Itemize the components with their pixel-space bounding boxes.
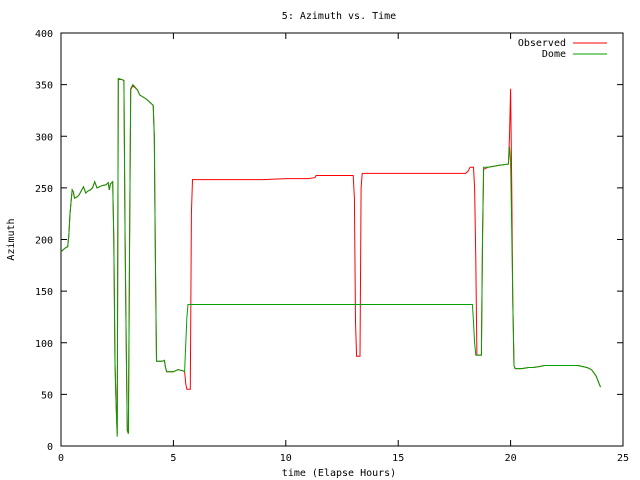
chart-title: 5: Azimuth vs. Time [282, 11, 396, 22]
axis-ticks: 0 50 100 150 200 250 300 350 400 0 5 10 15 20 25 [35, 29, 629, 464]
x-axis-label: time (Elapse Hours) [282, 468, 396, 479]
y-tick-label: 350 [35, 81, 53, 92]
x-tick-label: 20 [505, 453, 517, 464]
plot-frame [60, 32, 624, 447]
series-line-observed [60, 79, 601, 434]
y-tick-label: 0 [47, 442, 53, 453]
y-tick-label: 250 [35, 184, 53, 195]
x-tick-label: 0 [58, 453, 64, 464]
y-axis-label: Azimuth [6, 218, 17, 260]
legend-label-dome: Dome [542, 49, 566, 60]
x-tick-label: 25 [617, 453, 629, 464]
x-tick-label: 15 [392, 453, 404, 464]
y-tick-label: 150 [35, 287, 53, 298]
x-tick-label: 10 [280, 453, 292, 464]
series-lines [60, 77, 601, 437]
y-tick-label: 300 [35, 132, 53, 143]
x-tick-label: 5 [170, 453, 176, 464]
y-tick-label: 200 [35, 236, 53, 247]
legend-label-observed: Observed [518, 38, 566, 49]
y-tick-label: 50 [41, 390, 53, 401]
y-tick-label: 100 [35, 339, 53, 350]
series-line-dome [60, 77, 601, 437]
y-tick-label: 400 [35, 29, 53, 40]
